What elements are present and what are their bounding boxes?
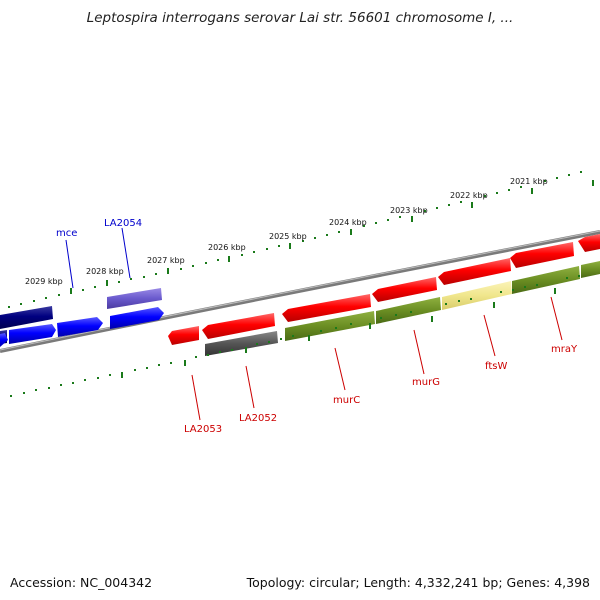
lower-scale-major-ticks (121, 288, 556, 378)
gene-red-murc (282, 294, 371, 322)
label-leaders (65, 227, 563, 421)
gene-labels: mce LA2054 LA2053 LA2052 murC murG ftsW … (56, 218, 578, 435)
gene-blue-2 (9, 324, 56, 344)
gene-red-1 (202, 313, 275, 339)
kbp-labels: 2029 kbp 2028 kbp 2027 kbp 2026 kbp 2025… (25, 177, 548, 286)
gene-blue-1 (0, 333, 8, 347)
gene-label-la2052: LA2052 (239, 413, 277, 424)
accession-text: Accession: NC_004342 (10, 575, 153, 590)
map-title: Leptospira interrogans serovar Lai str. … (86, 10, 514, 26)
gene-blue-3 (57, 317, 103, 337)
kbp-label-2029: 2029 kbp (25, 277, 63, 286)
lower-scale-dots (10, 275, 580, 397)
kbp-label-2022: 2022 kbp (450, 191, 488, 200)
gene-label-murc: murC (333, 395, 360, 406)
gene-navy-1 (0, 306, 53, 329)
upper-scale-major-ticks (70, 180, 594, 294)
kbp-label-2025: 2025 kbp (269, 232, 307, 241)
upper-strand-genes (0, 288, 164, 347)
kbp-label-2021: 2021 kbp (510, 177, 548, 186)
gene-purple-la2054 (107, 288, 162, 309)
gene-olive-mray (512, 266, 580, 294)
chromosome-backbone (0, 230, 600, 353)
gene-olive-right-edge (581, 261, 600, 278)
genome-summary-text: Topology: circular; Length: 4,332,241 bp… (246, 575, 590, 590)
gene-yellow-ftsw (442, 281, 512, 310)
gene-label-mce: mce (56, 228, 77, 239)
gene-label-mray: mraY (551, 344, 578, 355)
gene-olive-murc (285, 311, 375, 341)
gene-gray-la2052 (205, 331, 278, 356)
upper-scale-dots (8, 171, 582, 308)
kbp-label-2028: 2028 kbp (86, 267, 124, 276)
gene-label-ftsw: ftsW (485, 361, 507, 372)
kbp-label-2027: 2027 kbp (147, 256, 185, 265)
gene-red-murg (372, 277, 437, 302)
gene-label-la2054: LA2054 (104, 218, 142, 229)
gene-label-murg: murG (412, 377, 440, 388)
gene-olive-murg (376, 297, 441, 324)
gene-blue-la2054 (110, 307, 164, 329)
kbp-label-2023: 2023 kbp (390, 206, 428, 215)
kbp-label-2026: 2026 kbp (208, 243, 246, 252)
lower-strand-genes (168, 234, 600, 356)
gene-red-ftsw (438, 258, 511, 285)
gene-red-right-edge (578, 234, 600, 252)
gene-label-la2053: LA2053 (184, 424, 222, 435)
kbp-label-2024: 2024 kbp (329, 218, 367, 227)
gene-red-mray (510, 242, 574, 268)
gene-red-la2053 (168, 326, 199, 345)
